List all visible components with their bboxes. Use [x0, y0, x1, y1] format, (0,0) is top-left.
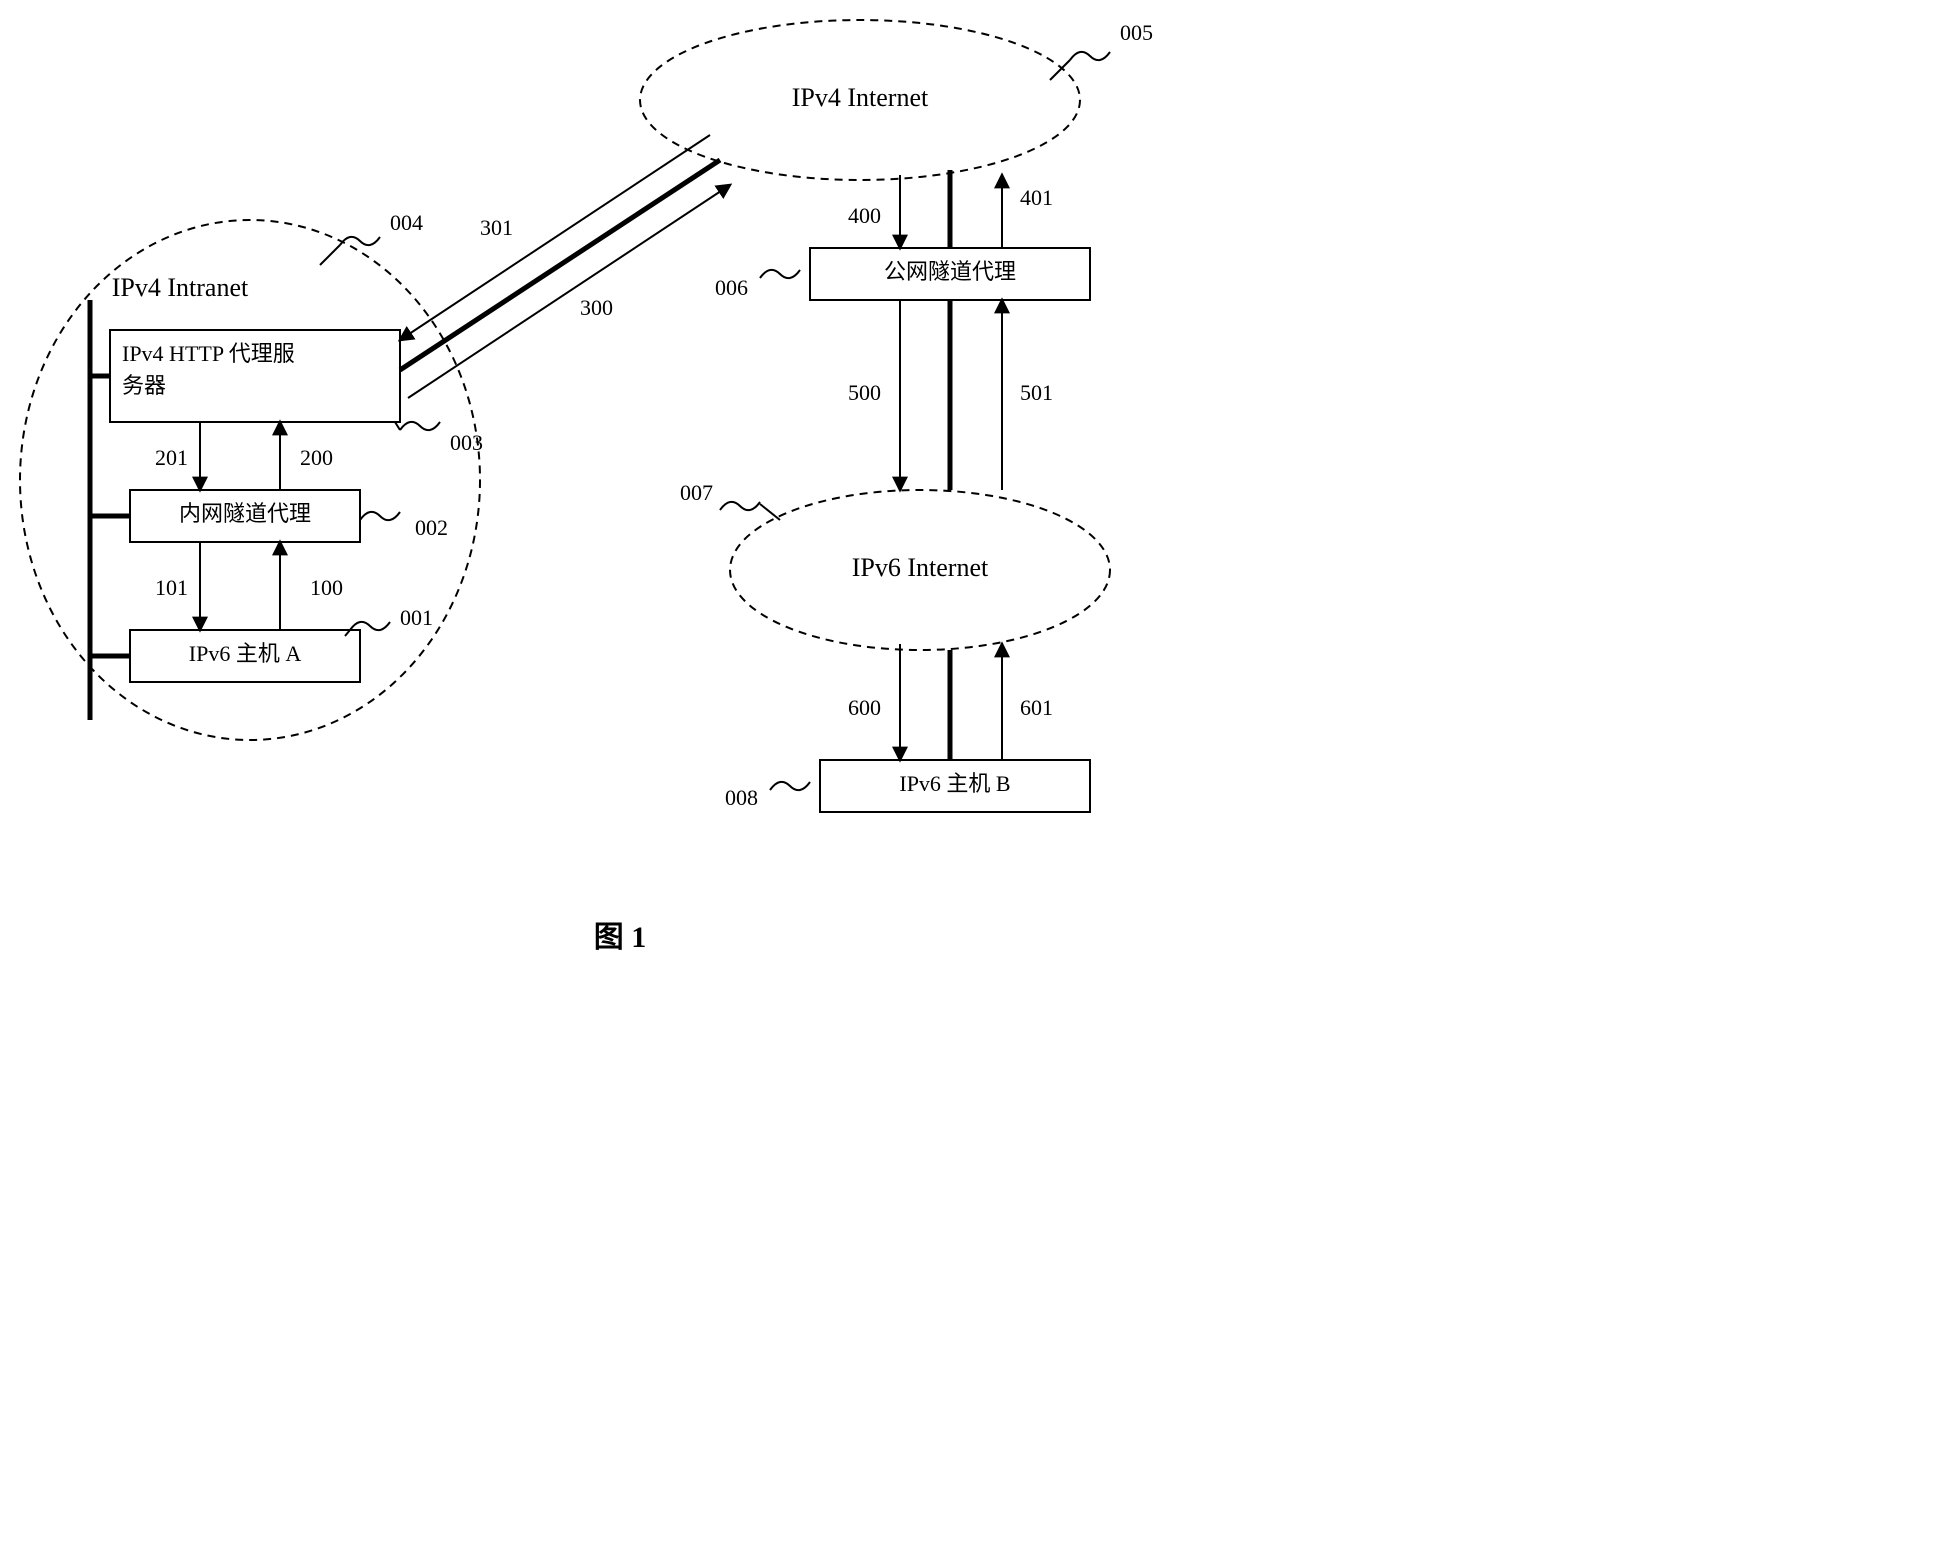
ref-007: 007 — [680, 480, 780, 520]
flow-label-f601: 601 — [1020, 695, 1053, 720]
ref-label-007: 007 — [680, 480, 713, 505]
flow-label-f101: 101 — [155, 575, 188, 600]
ref-label-004: 004 — [390, 210, 423, 235]
arrow-f300 — [408, 185, 730, 398]
ref-label-002: 002 — [415, 515, 448, 540]
cloud-ipv4-intranet-label: IPv4 Intranet — [112, 273, 249, 302]
box-http-proxy-label-line2: 务器 — [122, 373, 166, 398]
ref-008: 008 — [725, 782, 810, 810]
box-ipv6-host-a-label: IPv6 主机 A — [189, 641, 302, 666]
ref-label-008: 008 — [725, 785, 758, 810]
figure-caption: 图 1 — [594, 921, 647, 954]
flow-label-f200: 200 — [300, 445, 333, 470]
flow-label-f400: 400 — [848, 203, 881, 228]
ref-005: 005 — [1050, 20, 1153, 80]
cloud-ipv4-internet: IPv4 Internet — [640, 20, 1080, 180]
ref-006: 006 — [715, 270, 800, 300]
box-ipv6-host-a: IPv6 主机 A — [130, 630, 360, 682]
box-ipv6-host-b: IPv6 主机 B — [820, 760, 1090, 812]
flow-label-f500: 500 — [848, 380, 881, 405]
flow-label-f300: 300 — [580, 295, 613, 320]
ref-label-005: 005 — [1120, 20, 1153, 45]
trunk-http-proxy-internet — [400, 160, 720, 370]
ref-label-001: 001 — [400, 605, 433, 630]
flow-label-f501: 501 — [1020, 380, 1053, 405]
flow-label-f201: 201 — [155, 445, 188, 470]
box-ipv6-host-b-label: IPv6 主机 B — [899, 771, 1010, 796]
ref-label-006: 006 — [715, 275, 748, 300]
ref-003: 003 — [395, 422, 483, 455]
cloud-ipv4-internet-label: IPv4 Internet — [792, 83, 929, 112]
cloud-ipv6-internet-label: IPv6 Internet — [852, 553, 989, 582]
ref-label-003: 003 — [450, 430, 483, 455]
flow-label-f600: 600 — [848, 695, 881, 720]
flow-label-f301: 301 — [480, 215, 513, 240]
flow-label-f100: 100 — [310, 575, 343, 600]
box-intranet-tb-label: 内网隧道代理 — [179, 501, 311, 526]
arrow-f301 — [400, 135, 710, 340]
box-intranet-tb: 内网隧道代理 — [130, 490, 360, 542]
box-http-proxy: IPv4 HTTP 代理服 务器 — [110, 330, 400, 422]
cloud-ipv6-internet: IPv6 Internet — [730, 490, 1110, 650]
flow-label-f401: 401 — [1020, 185, 1053, 210]
ref-002: 002 — [360, 512, 448, 540]
diagram-canvas: IPv4 Internet IPv4 Intranet IPv6 Interne… — [0, 0, 1240, 1010]
ref-004: 004 — [320, 210, 423, 265]
box-public-tb-label: 公网隧道代理 — [884, 259, 1016, 284]
box-http-proxy-label-line1: IPv4 HTTP 代理服 — [122, 341, 295, 366]
box-public-tb: 公网隧道代理 — [810, 248, 1090, 300]
